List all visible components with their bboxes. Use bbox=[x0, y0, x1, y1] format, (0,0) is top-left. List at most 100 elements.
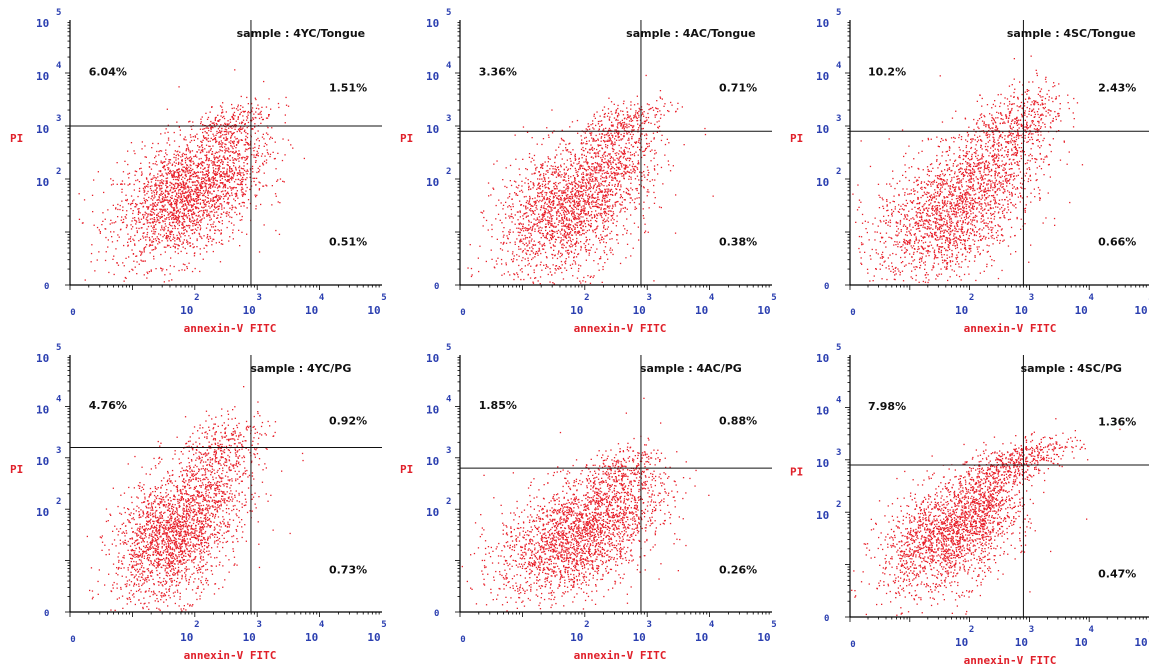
scatter-point bbox=[646, 166, 649, 168]
x-tick-exponent: 2 bbox=[194, 293, 199, 303]
scatter-point bbox=[170, 233, 172, 236]
scatter-point bbox=[551, 109, 553, 111]
scatter-point bbox=[201, 206, 203, 208]
scatter-point bbox=[573, 218, 575, 220]
scatter-point bbox=[120, 183, 122, 185]
scatter-point bbox=[605, 175, 607, 177]
scatter-point bbox=[574, 167, 576, 170]
scatter-point bbox=[105, 251, 107, 253]
scatter-point bbox=[536, 143, 538, 145]
scatter-point bbox=[204, 174, 206, 176]
scatter-point bbox=[544, 187, 546, 189]
scatter-point bbox=[194, 188, 197, 190]
scatter-point bbox=[635, 165, 637, 168]
scatter-point bbox=[208, 165, 210, 167]
scatter-point bbox=[153, 255, 155, 258]
scatter-point bbox=[141, 173, 143, 175]
scatter-point bbox=[644, 134, 646, 137]
scatter-point bbox=[227, 214, 230, 216]
scatter-point bbox=[206, 170, 208, 172]
scatter-point bbox=[586, 230, 589, 232]
scatter-point bbox=[238, 139, 240, 141]
scatter-point bbox=[631, 189, 634, 191]
scatter-point bbox=[631, 165, 633, 167]
scatter-point bbox=[541, 220, 543, 223]
scatter-point bbox=[151, 218, 153, 220]
scatter-point bbox=[584, 210, 586, 212]
scatter-point bbox=[525, 216, 527, 218]
scatter-point bbox=[594, 171, 596, 173]
scatter-point bbox=[558, 174, 561, 176]
scatter-point bbox=[608, 165, 610, 167]
scatter-point bbox=[181, 269, 183, 271]
scatter-point bbox=[190, 178, 192, 180]
scatter-point bbox=[557, 229, 560, 231]
scatter-point bbox=[241, 191, 243, 193]
scatter-point bbox=[571, 208, 574, 210]
scatter-point bbox=[227, 164, 229, 167]
scatter-point bbox=[620, 210, 622, 212]
scatter-point bbox=[549, 168, 551, 170]
scatter-point bbox=[228, 141, 230, 143]
scatter-point bbox=[612, 191, 614, 193]
scatter-point bbox=[220, 171, 222, 173]
scatter-point bbox=[220, 132, 222, 134]
scatter-point bbox=[576, 222, 578, 224]
scatter-point bbox=[178, 161, 180, 164]
scatter-point bbox=[588, 181, 590, 183]
scatter-point bbox=[173, 214, 175, 216]
scatter-point bbox=[171, 217, 173, 219]
scatter-point bbox=[246, 177, 248, 179]
scatter-point bbox=[218, 164, 221, 167]
scatter-point bbox=[246, 126, 248, 129]
scatter-point bbox=[541, 191, 543, 193]
scatter-point bbox=[589, 202, 591, 204]
scatter-point bbox=[219, 176, 221, 178]
scatter-point bbox=[196, 238, 198, 240]
scatter-point bbox=[164, 161, 166, 163]
scatter-point bbox=[169, 159, 172, 161]
scatter-point bbox=[554, 192, 556, 194]
scatter-point bbox=[220, 196, 223, 198]
scatter-point bbox=[606, 162, 608, 164]
scatter-point bbox=[490, 249, 492, 251]
scatter-point bbox=[560, 220, 562, 222]
scatter-point bbox=[596, 152, 598, 154]
scatter-point bbox=[537, 225, 539, 227]
scatter-point bbox=[225, 136, 227, 138]
scatter-point bbox=[581, 220, 583, 222]
scatter-point bbox=[211, 182, 213, 184]
scatter-point bbox=[217, 186, 219, 188]
scatter-point bbox=[189, 192, 191, 194]
scatter-point bbox=[141, 171, 143, 173]
scatter-point bbox=[278, 233, 281, 235]
scatter-point bbox=[178, 216, 180, 218]
scatter-point bbox=[200, 171, 202, 173]
scatter-point bbox=[181, 202, 183, 204]
scatter-point bbox=[171, 231, 173, 233]
scatter-point bbox=[227, 180, 229, 182]
scatter-point bbox=[586, 179, 588, 181]
scatter-point bbox=[547, 161, 549, 163]
scatter-point bbox=[567, 179, 570, 182]
scatter-point bbox=[115, 248, 117, 250]
scatter-point bbox=[650, 160, 652, 162]
scatter-point bbox=[186, 195, 188, 197]
scatter-point bbox=[510, 184, 513, 187]
scatter-point bbox=[575, 171, 577, 173]
scatter-point bbox=[653, 168, 656, 170]
scatter-point bbox=[224, 143, 226, 145]
scatter-point bbox=[196, 219, 198, 221]
scatter-point bbox=[561, 192, 563, 194]
scatter-point bbox=[549, 281, 551, 283]
scatter-point bbox=[206, 251, 208, 253]
scatter-point bbox=[554, 245, 556, 247]
scatter-point bbox=[134, 170, 136, 172]
scatter-point bbox=[544, 210, 546, 213]
scatter-point bbox=[607, 213, 610, 215]
scatter-point bbox=[165, 172, 167, 174]
scatter-point bbox=[634, 170, 636, 172]
scatter-point bbox=[200, 178, 203, 181]
scatter-point bbox=[169, 222, 171, 224]
scatter-point bbox=[238, 165, 241, 167]
